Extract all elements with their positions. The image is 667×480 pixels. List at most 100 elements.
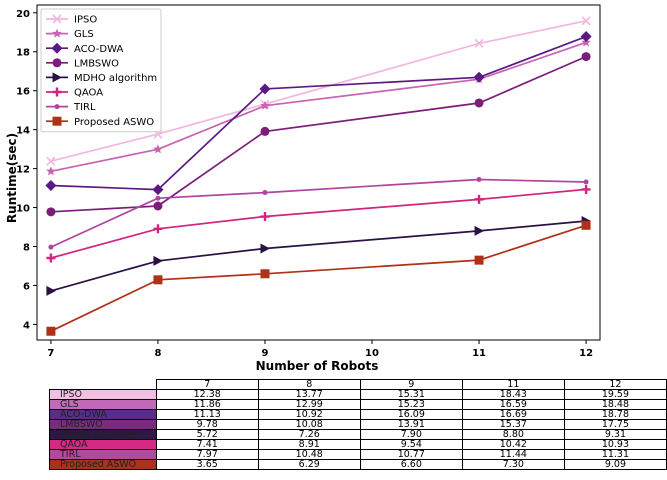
table-cell: 9.31 [563,429,667,440]
y-tick-label: 8 [23,243,30,254]
x-tick-label: 11 [472,348,486,359]
legend-marker-qaoa [52,87,62,97]
table-cell: 8.91 [257,439,361,450]
series-line-proposed-aswo [50,224,587,332]
legend-marker-gls [52,28,62,38]
table-cell: 7.97 [155,449,259,460]
table-row-label: TIRL [49,449,157,460]
table-cell: 5.72 [155,429,259,440]
y-tick-label: 6 [23,281,30,292]
data-point-lmbswo [474,98,484,108]
table-cell: 11.86 [155,399,259,410]
table-row-label: LMBSWO [49,419,157,430]
legend: IPSO GLS ACO-DWA LMBSWO MDHO algorithm QAOA TI… [40,8,162,133]
plot-frame [36,4,601,341]
x-tick-label: 8 [154,348,161,359]
table-cell: 16.69 [461,409,565,420]
legend-marker-aco-dwa [51,42,63,54]
table-cell: 11.31 [563,449,667,460]
data-table: 7 8 9 11 12 IPSO 12.38 13.77 15.31 18.43 19.5… [49,379,667,470]
data-point-aco-dwa [580,31,592,43]
data-point-ipso [581,16,591,26]
table-row: LMBSWO 9.78 10.08 13.91 15.37 17.75 [49,419,667,430]
table-header-cell: 8 [257,379,361,390]
table-cell: 16.09 [359,409,463,420]
legend-label-gls: GLS [74,29,94,40]
series-line-qaoa [50,188,587,259]
table-row-label: IPSO [49,389,157,400]
table-cell: 15.23 [359,399,463,410]
table-cell: 10.93 [563,439,667,450]
legend-marker-tirl [54,104,60,110]
y-axis-label: Runtime(sec) [5,133,19,223]
data-point-qaoa [153,224,163,234]
table-cell: 16.59 [461,399,565,410]
table-cell: 18.48 [563,399,667,410]
table-cell: 12.99 [257,399,361,410]
data-point-aco-dwa [473,71,485,83]
data-point-aco-dwa [259,83,271,95]
table-header-cell: 11 [461,379,565,390]
series-line-mdho-algorithm [50,220,587,292]
y-tick-label: 4 [23,320,30,331]
table-cell: 13.91 [359,419,463,430]
table-row: QAOA 7.41 8.91 9.54 10.42 10.93 [49,439,667,450]
y-tick-label: 14 [16,126,30,137]
legend-marker-proposed-aswo [52,116,62,126]
data-point-mdho-algorithm [153,255,163,266]
table-cell: 18.78 [563,409,667,420]
legend-marker-ipso [52,14,62,24]
table-row-label: Proposed ASWO [49,459,157,470]
legend-marker-lmbswo [52,58,62,68]
y-tick-label: 20 [16,9,30,20]
y-tick-label: 12 [16,165,30,176]
data-point-lmbswo [46,207,56,217]
data-point-ipso [46,156,56,166]
x-tick-label: 12 [579,348,593,359]
data-point-proposed-aswo [581,220,591,230]
data-point-mdho-algorithm [260,243,270,254]
table-header-row: 7 8 9 11 12 [50,379,667,390]
table-cell: 13.77 [257,389,361,400]
legend-label-mdho-algorithm: MDHO algorithm [74,73,157,84]
legend-label-ipso: IPSO [74,15,97,26]
data-point-gls [153,144,163,154]
data-point-tirl [476,177,482,183]
data-point-tirl [583,179,589,185]
table-cell: 8.80 [461,429,565,440]
legend-label-tirl: TIRL [73,102,96,113]
data-point-qaoa [46,253,56,263]
y-tick-label: 18 [16,48,30,59]
data-point-mdho-algorithm [46,285,56,296]
table-cell: 3.65 [155,459,259,470]
x-axis-label: Number of Robots [256,359,379,373]
table-corner [50,380,157,390]
legend-label-lmbswo: LMBSWO [74,58,119,69]
table-cell: 10.77 [359,449,463,460]
table-row-label: QAOA [49,439,157,450]
table-cell: 6.29 [257,459,361,470]
data-point-qaoa [260,212,270,222]
data-point-lmbswo [581,52,591,62]
table-cell: 19.59 [563,389,667,400]
table-cell: 12.38 [155,389,259,400]
table-cell: 11.13 [155,409,259,420]
y-tick-label: 16 [16,87,30,98]
x-tick-label: 10 [365,348,379,359]
table-cell: 9.09 [563,459,667,470]
x-tick-label: 7 [47,348,54,359]
table-cell: 9.78 [155,419,259,430]
table-cell: 7.30 [461,459,565,470]
data-point-lmbswo [153,201,163,211]
table-cell: 7.26 [257,429,361,440]
legend-marker-mdho-algorithm [52,72,62,83]
data-point-aco-dwa [45,180,57,192]
table-header-cell: 9 [359,379,463,390]
data-point-proposed-aswo [260,269,270,279]
table-cell: 15.37 [461,419,565,430]
y-tick-label: 10 [16,204,30,215]
plot-area: 7 8 9 10 11 12 4 6 8 10 12 14 16 18 20 [16,4,601,359]
table-row-label: ACO-DWA [49,409,157,420]
table-cell: 7.90 [359,429,463,440]
table-row: ACO-DWA 11.13 10.92 16.09 16.69 18.78 [49,409,667,420]
